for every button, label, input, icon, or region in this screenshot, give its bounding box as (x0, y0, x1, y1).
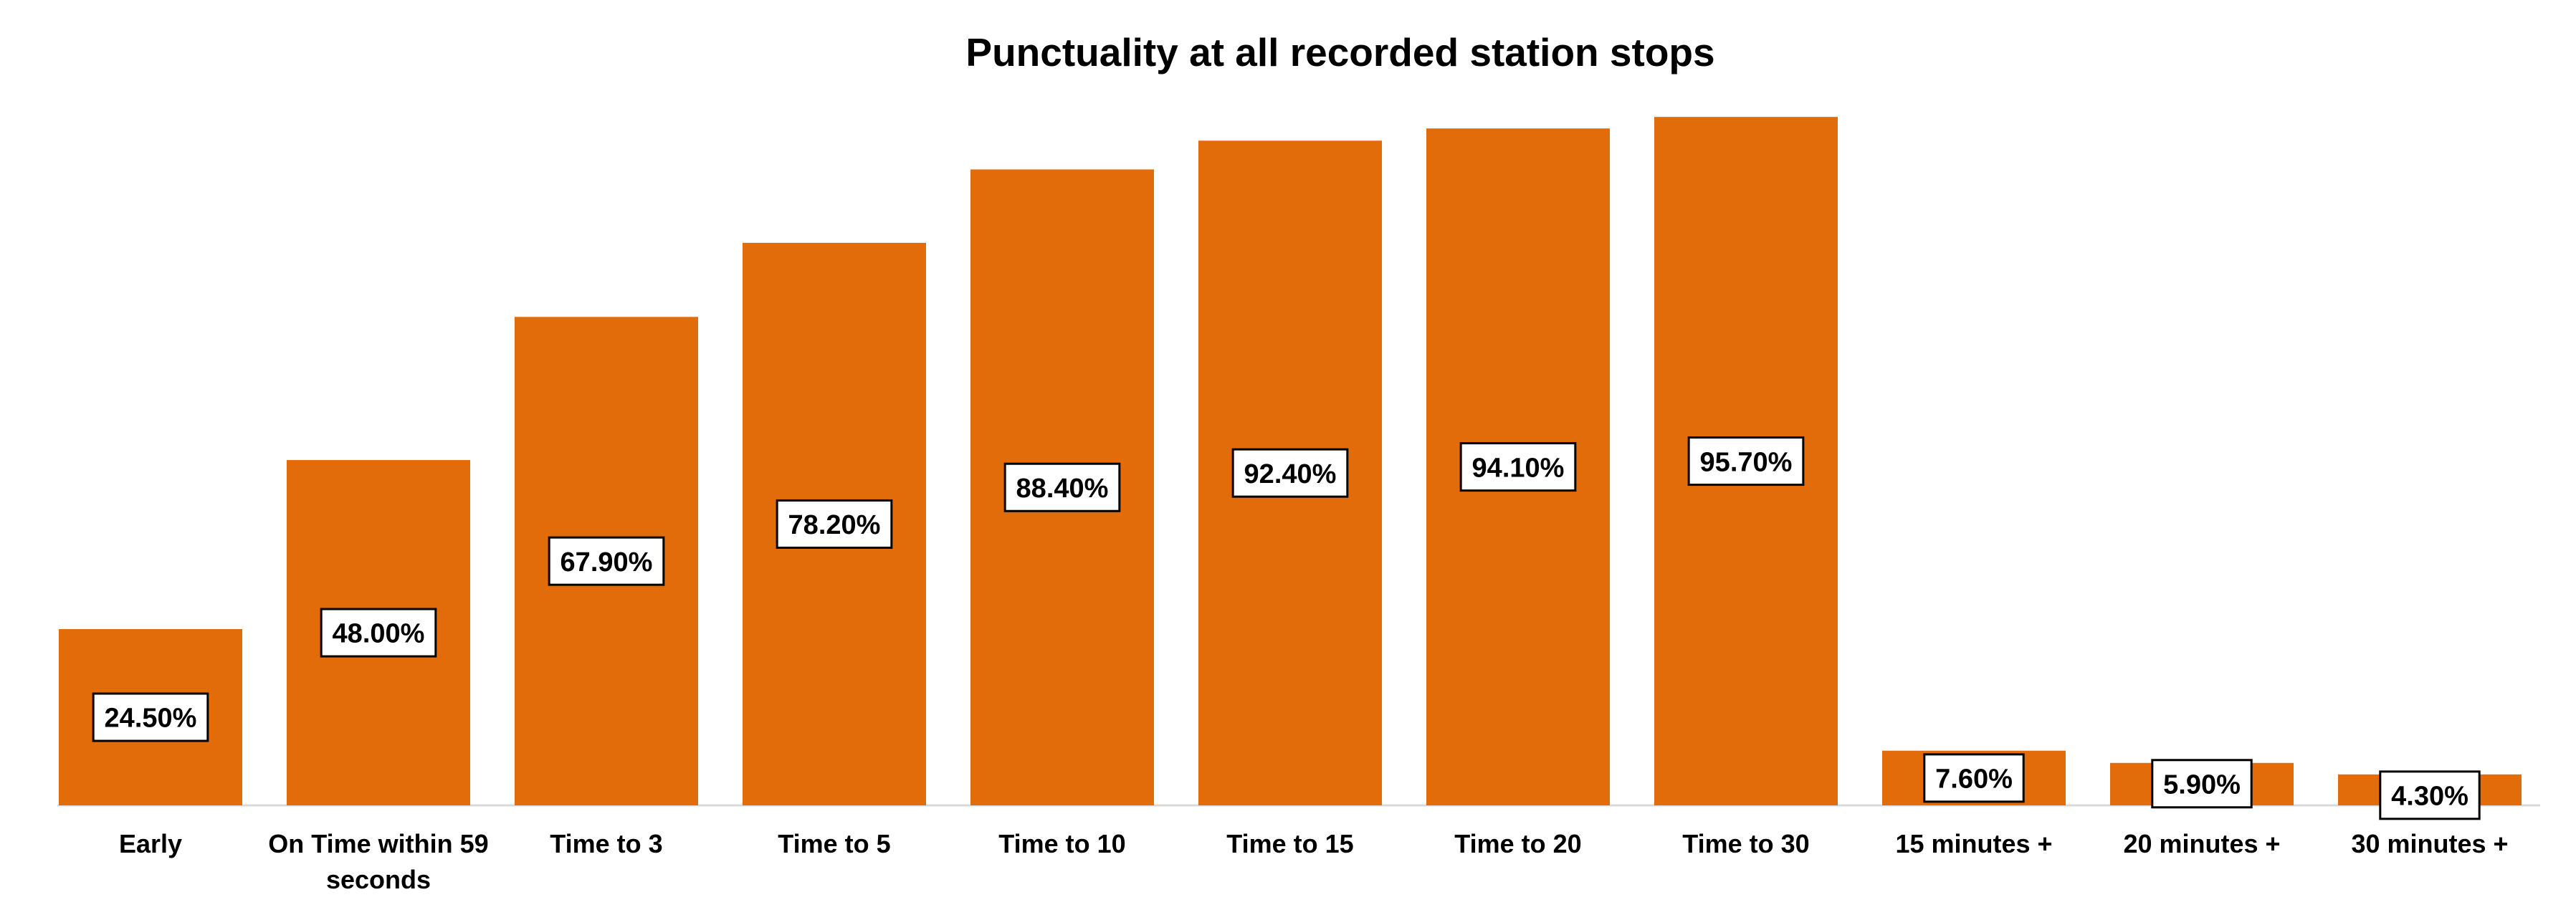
data-label: 88.40% (1016, 474, 1109, 504)
data-label: 5.90% (2163, 770, 2241, 800)
category-label: Time to 30 (1682, 829, 1809, 858)
data-label-box (1459, 442, 1577, 492)
data-label-box (548, 536, 665, 586)
data-label: 67.90% (560, 547, 653, 578)
category-label: Time to 10 (998, 829, 1125, 858)
category-label: On Time within 59 (268, 829, 488, 858)
data-label-box (320, 608, 437, 658)
data-label: 95.70% (1700, 447, 1793, 477)
category-label: 20 minutes + (2123, 829, 2280, 858)
data-label-box (776, 499, 893, 549)
data-label-box (2151, 759, 2253, 809)
data-label-box (1923, 753, 2025, 803)
category-label: 30 minutes + (2351, 829, 2508, 858)
data-label-box (92, 692, 209, 742)
data-label: 94.10% (1472, 453, 1565, 483)
data-label: 92.40% (1244, 459, 1337, 489)
data-label-box (1003, 462, 1121, 512)
data-label-box (1231, 448, 1349, 498)
category-label: Time to 3 (550, 829, 662, 858)
data-label-box (1687, 436, 1805, 487)
chart-title: Punctuality at all recorded station stop… (965, 30, 1714, 75)
category-label: Early (119, 829, 182, 858)
category-label: seconds (326, 865, 431, 894)
data-label-box (2379, 770, 2481, 820)
data-label: 48.00% (333, 619, 425, 649)
category-label: Time to 20 (1454, 829, 1581, 858)
category-label: 15 minutes + (1895, 829, 2052, 858)
data-label: 4.30% (2391, 782, 2468, 812)
data-label: 78.20% (788, 510, 881, 540)
bars-layer: 24.50% Early 48.00% On Time within 59 second… (59, 117, 2522, 894)
category-label: Time to 5 (778, 829, 890, 858)
data-label: 7.60% (1935, 765, 2013, 795)
category-label: Time to 15 (1226, 829, 1353, 858)
data-label: 24.50% (105, 704, 197, 734)
